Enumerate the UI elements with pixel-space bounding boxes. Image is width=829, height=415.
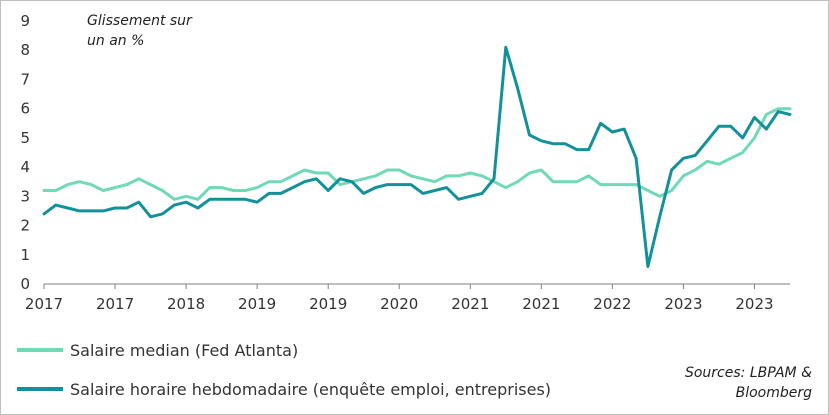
- y-tick-label: 3: [20, 187, 30, 205]
- sources-line-2: Bloomberg: [736, 385, 813, 401]
- x-tick-label: 2020: [380, 295, 418, 313]
- x-tick-label: 2023: [735, 295, 773, 313]
- y-tick-label: 8: [20, 41, 30, 59]
- legend-item-median: Salaire median (Fed Atlanta): [17, 341, 298, 360]
- x-tick-label: 2021: [451, 295, 489, 313]
- x-tick-label: 2018: [167, 295, 205, 313]
- y-tick-label: 6: [20, 100, 30, 118]
- annotation-line-2: un an %: [87, 33, 144, 49]
- legend-label-hebdo: Salaire horaire hebdomadaire (enquête em…: [70, 380, 551, 399]
- x-tick-label: 2019: [238, 295, 276, 313]
- y-tick-label: 0: [20, 275, 30, 293]
- x-axis: 2017 2017 2018 2019 2019 2020 2021 2021 2022 2023…: [25, 283, 790, 313]
- x-tick-label: 2019: [309, 295, 347, 313]
- legend-item-hebdo: Salaire horaire hebdomadaire (enquête em…: [17, 380, 551, 399]
- legend: Salaire median (Fed Atlanta) Salaire hor…: [17, 341, 551, 399]
- y-tick-label: 5: [20, 129, 30, 147]
- y-tick-label: 2: [20, 217, 30, 235]
- y-axis: 0 1 2 3 4 5 6 7 8 9: [20, 12, 30, 293]
- series-line-hebdo: [42, 45, 792, 268]
- y-tick-label: 4: [20, 158, 30, 176]
- x-tick-label: 2017: [96, 295, 134, 313]
- x-tick-label: 2023: [664, 295, 702, 313]
- y-tick-label: 7: [20, 70, 30, 88]
- sources-line-1: Sources: LBPAM &: [685, 365, 812, 381]
- x-tick-label: 2022: [593, 295, 631, 313]
- y-tick-label: 1: [20, 246, 30, 264]
- series-layer: [42, 45, 792, 268]
- x-tick-label: 2017: [25, 295, 63, 313]
- y-tick-label: 9: [20, 12, 30, 30]
- legend-label-median: Salaire median (Fed Atlanta): [70, 341, 298, 360]
- annotation-line-1: Glissement sur: [87, 13, 193, 29]
- series-line-median: [42, 107, 792, 201]
- x-tick-label: 2021: [522, 295, 560, 313]
